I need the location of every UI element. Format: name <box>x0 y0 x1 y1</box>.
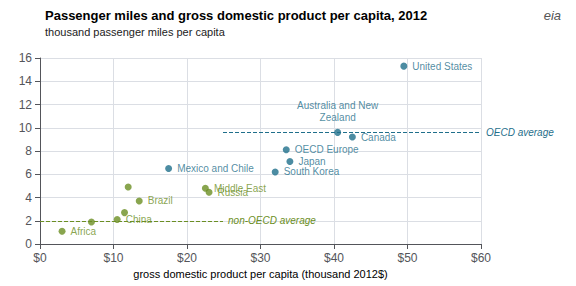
svg-text:thousand passenger miles per c: thousand passenger miles per capita <box>45 26 226 38</box>
svg-text:China: China <box>126 214 153 225</box>
svg-text:Japan: Japan <box>298 156 325 167</box>
svg-text:Passenger miles and gross dome: Passenger miles and gross domestic produ… <box>45 8 427 23</box>
svg-text:$0: $0 <box>33 251 47 265</box>
svg-text:Zealand: Zealand <box>320 112 356 123</box>
svg-text:8: 8 <box>25 144 32 158</box>
svg-text:0: 0 <box>25 237 32 251</box>
svg-text:Australia and New: Australia and New <box>297 100 379 111</box>
svg-text:14: 14 <box>19 74 33 88</box>
svg-text:$50: $50 <box>397 251 417 265</box>
svg-text:OECD average: OECD average <box>486 127 554 138</box>
svg-text:Brazil: Brazil <box>148 195 173 206</box>
svg-text:$20: $20 <box>177 251 197 265</box>
svg-text:12: 12 <box>19 98 33 112</box>
svg-text:4: 4 <box>25 191 32 205</box>
svg-text:South Korea: South Korea <box>284 166 340 177</box>
svg-text:Canada: Canada <box>361 132 396 143</box>
svg-text:United States: United States <box>412 61 472 72</box>
svg-text:Mexico and Chile: Mexico and Chile <box>177 163 254 174</box>
svg-text:2: 2 <box>25 214 32 228</box>
svg-text:$40: $40 <box>324 251 344 265</box>
svg-text:$60: $60 <box>471 251 491 265</box>
svg-text:16: 16 <box>19 51 33 65</box>
svg-text:$10: $10 <box>103 251 123 265</box>
svg-text:$30: $30 <box>250 251 270 265</box>
svg-text:Russia: Russia <box>218 187 249 198</box>
svg-text:6: 6 <box>25 167 32 181</box>
svg-text:10: 10 <box>19 121 33 135</box>
svg-text:OECD Europe: OECD Europe <box>295 144 359 155</box>
svg-text:Africa: Africa <box>71 226 97 237</box>
svg-text:eia: eia <box>544 8 561 23</box>
svg-text:non-OECD average: non-OECD average <box>228 215 316 226</box>
svg-text:gross domestic product per cap: gross domestic product per capita (thous… <box>133 268 387 280</box>
